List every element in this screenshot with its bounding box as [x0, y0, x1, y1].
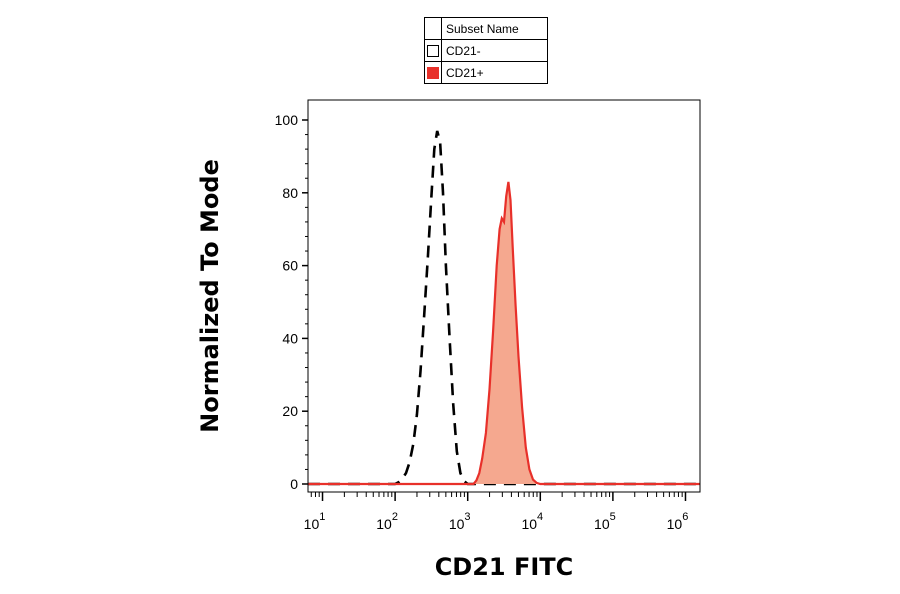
legend-item-cd21-negative: CD21-: [424, 39, 548, 62]
x-tick-label: 106: [667, 511, 689, 532]
series-line-cd21-positive: [308, 181, 700, 486]
x-tick-label: 103: [449, 511, 471, 532]
legend-swatch-filled: [427, 67, 439, 80]
y-tick-label: 60: [282, 258, 298, 274]
y-tick-label: 40: [282, 330, 298, 346]
y-tick-label: 0: [290, 476, 298, 492]
axes-layer: 0 20 40 60 80 100 101 102 103 104 105 106: [275, 112, 689, 532]
y-tick-label: 20: [282, 403, 298, 419]
y-tick-label: 100: [275, 112, 299, 128]
y-tick-label: 80: [282, 185, 298, 201]
legend-item-cd21-positive: CD21+: [424, 61, 548, 84]
series-layer: [308, 130, 700, 486]
legend-swatch-open: [427, 45, 439, 58]
series-fill-cd21-positive: [308, 181, 700, 484]
x-tick-label: 105: [594, 511, 616, 532]
legend-label: CD21+: [441, 61, 548, 84]
x-axis-title: CD21 FITC: [435, 553, 574, 581]
legend: Subset Name CD21- CD21+: [424, 17, 548, 84]
x-tick-label: 104: [521, 511, 543, 532]
y-axis-title: Normalized To Mode: [196, 159, 224, 433]
series-line-cd21-negative: [308, 130, 700, 486]
x-tick-label: 102: [376, 511, 398, 532]
plot-frame: [307, 99, 701, 493]
x-tick-label: 101: [304, 511, 326, 532]
